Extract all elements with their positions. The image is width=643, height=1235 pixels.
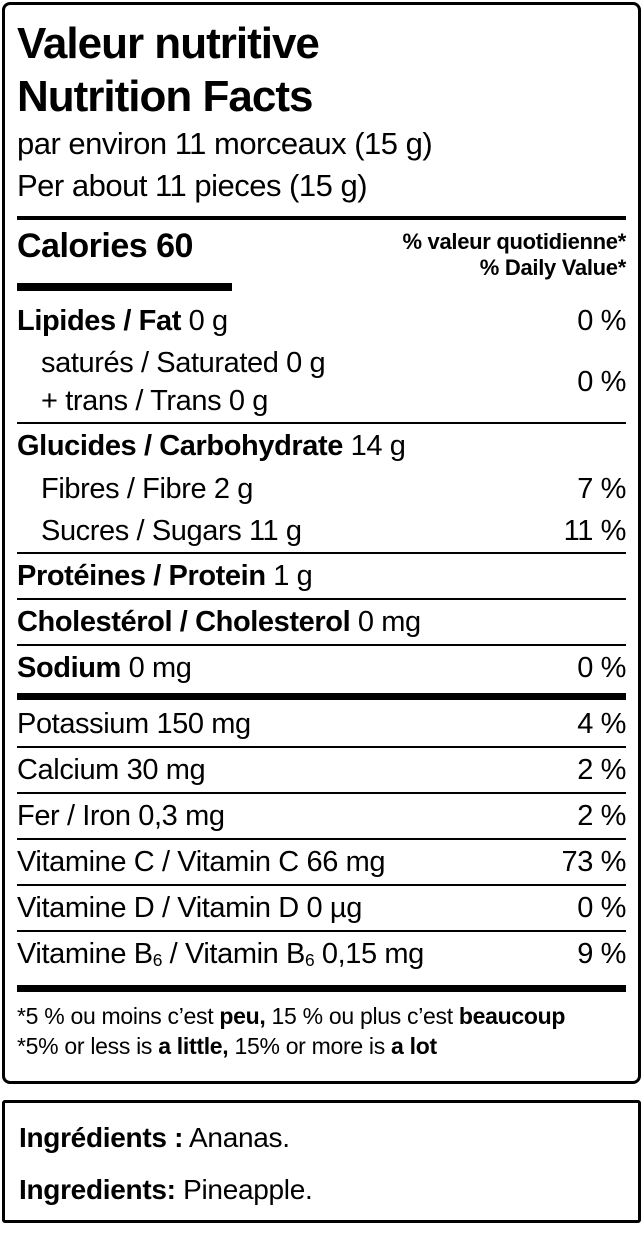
row-saturated-trans: saturés / Saturated 0 g + trans / Trans … [17,343,626,422]
title-french: Valeur nutritive [17,19,320,68]
daily-value-header-french: % valeur quotidienne* [402,229,626,254]
potassium-label: Potassium 150 mg [17,708,251,740]
saturated-trans-label: saturés / Saturated 0 g + trans / Trans … [17,344,326,420]
row-fibre: Fibres / Fibre 2 g 7 % [17,468,626,510]
trans-line: + trans / Trans 0 g [41,385,268,417]
calories-row: Calories 60 % valeur quotidienne* % Dail… [17,223,626,281]
saturated-line: saturés / Saturated 0 g [41,347,326,379]
fat-label: Lipides / Fat 0 g [17,305,228,337]
calcium-label: Calcium 30 mg [17,754,206,786]
saturated-trans-daily-value: 0 % [577,365,626,398]
serving-size-english: Per about 11 pieces (15 g) [17,168,368,203]
row-sodium: Sodium 0 mg 0 % [17,644,626,690]
daily-value-header: % valeur quotidienne* % Daily Value* [402,223,626,281]
row-potassium: Potassium 150 mg 4 % [17,702,626,746]
vitamin-c-label: Vitamine C / Vitamin C 66 mg [17,846,386,878]
fat-daily-value: 0 % [577,305,626,337]
footnote-english: *5% or less is a little, 15% or more is … [17,1033,437,1060]
section-divider-thick-bottom [17,985,626,993]
ingredients-french: Ingrédients : Ananas. [19,1122,290,1153]
cholesterol-label: Cholestérol / Cholesterol 0 mg [17,606,421,638]
row-vitamin-b6: Vitamine B6 / Vitamin B6 0,15 mg 9 % [17,930,626,982]
serving-size-french: par environ 11 morceaux (15 g) [17,126,433,161]
vitamin-b6-daily-value: 9 % [577,938,626,970]
row-fat: Lipides / Fat 0 g 0 % [17,299,626,343]
fibre-label: Fibres / Fibre 2 g [41,473,253,505]
b6-subscript: 6 [152,950,163,971]
row-carbohydrate: Glucides / Carbohydrate 14 g [17,422,626,468]
row-calcium: Calcium 30 mg 2 % [17,746,626,792]
footnote: *5 % ou moins c’est peu, 15 % ou plus c’… [17,994,626,1061]
row-sugars: Sucres / Sugars 11 g 11 % [17,510,626,552]
sodium-daily-value: 0 % [577,652,626,684]
b6-subscript: 6 [304,950,315,971]
iron-daily-value: 2 % [577,800,626,832]
daily-value-header-english: % Daily Value* [479,255,627,280]
ingredients-english: Ingredients: Pineapple. [19,1174,313,1205]
section-divider-thick-top [17,693,626,700]
carbohydrate-label: Glucides / Carbohydrate 14 g [17,430,406,462]
row-vitamin-c: Vitamine C / Vitamin C 66 mg 73 % [17,838,626,884]
protein-label: Protéines / Protein 1 g [17,560,313,592]
sugars-daily-value: 11 % [563,515,627,547]
fibre-daily-value: 7 % [577,473,626,505]
header-divider [17,216,626,220]
vitamin-d-label: Vitamine D / Vitamin D 0 µg [17,892,362,924]
title-english: Nutrition Facts [17,72,313,121]
calories-value: Calories 60 [17,227,193,265]
footnote-french: *5 % ou moins c’est peu, 15 % ou plus c’… [17,1003,566,1030]
vitamin-c-daily-value: 73 % [561,846,627,878]
row-vitamin-d: Vitamine D / Vitamin D 0 µg 0 % [17,884,626,930]
ingredients-panel: Ingrédients : Ananas. Ingredients: Pinea… [2,1100,641,1223]
iron-label: Fer / Iron 0,3 mg [17,800,225,832]
vitamin-b6-label: Vitamine B6 / Vitamin B6 0,15 mg [17,938,424,971]
sodium-label: Sodium 0 mg [17,652,192,684]
sugars-label: Sucres / Sugars 11 g [41,515,302,547]
row-cholesterol: Cholestérol / Cholesterol 0 mg [17,598,626,644]
calcium-daily-value: 2 % [577,754,626,786]
calories-underline-bar [17,283,232,291]
row-protein: Protéines / Protein 1 g [17,552,626,598]
row-iron: Fer / Iron 0,3 mg 2 % [17,792,626,838]
potassium-daily-value: 4 % [577,708,626,740]
nutrition-facts-panel: Valeur nutritive Nutrition Facts par env… [2,2,641,1084]
vitamin-d-daily-value: 0 % [577,892,626,924]
